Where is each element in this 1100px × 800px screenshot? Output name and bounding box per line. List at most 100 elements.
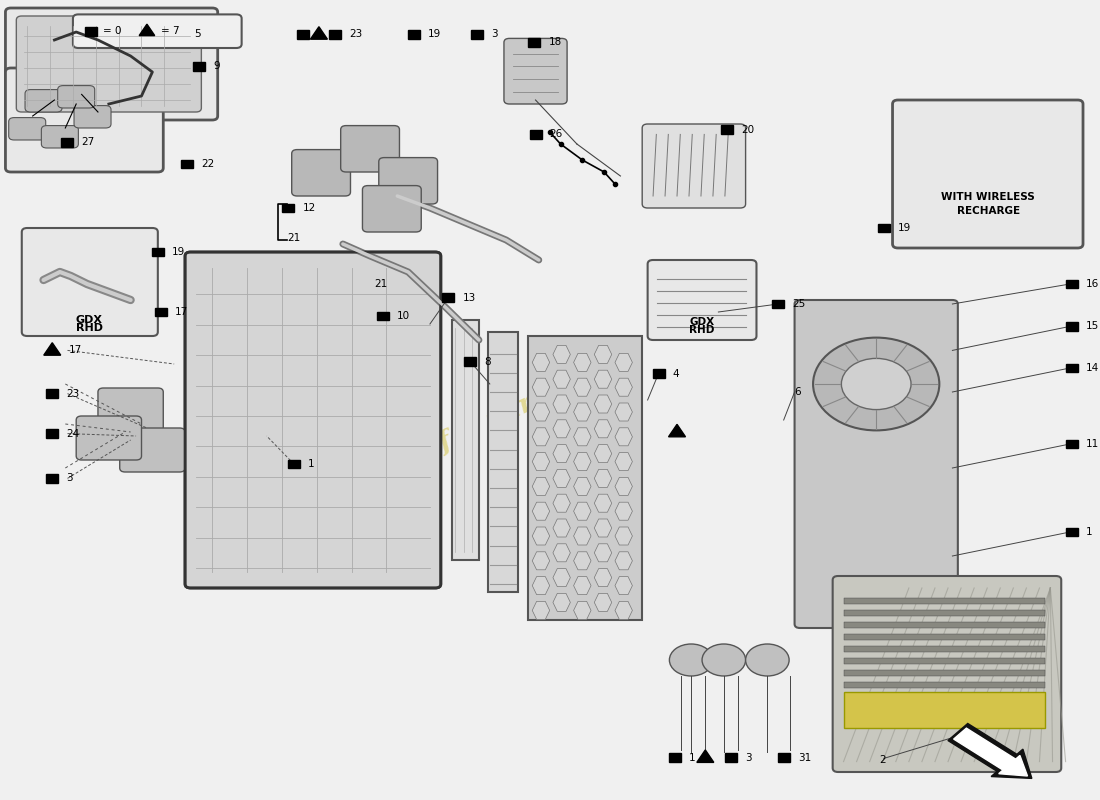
Polygon shape	[696, 750, 714, 762]
Polygon shape	[615, 378, 632, 396]
Bar	[152, 247, 164, 256]
Bar	[1066, 363, 1078, 372]
Text: 1: 1	[689, 753, 695, 762]
Text: 27: 27	[81, 138, 95, 147]
Text: = 0: = 0	[103, 26, 122, 36]
Circle shape	[813, 338, 939, 430]
Text: 10: 10	[397, 311, 410, 321]
Bar	[471, 30, 483, 38]
Polygon shape	[615, 354, 632, 371]
Text: 20: 20	[741, 125, 755, 134]
Text: 17: 17	[175, 307, 188, 317]
FancyArrow shape	[954, 728, 1027, 776]
Polygon shape	[594, 370, 612, 388]
Text: 17: 17	[68, 346, 81, 355]
Bar	[442, 293, 454, 302]
FancyBboxPatch shape	[6, 8, 218, 120]
Polygon shape	[553, 544, 571, 562]
FancyBboxPatch shape	[25, 90, 62, 112]
Polygon shape	[615, 453, 632, 470]
Polygon shape	[553, 395, 571, 413]
Bar	[844, 646, 1045, 652]
Bar	[452, 320, 478, 560]
Polygon shape	[573, 403, 591, 421]
Polygon shape	[553, 445, 571, 462]
Bar	[844, 634, 1045, 640]
Polygon shape	[594, 445, 612, 462]
Bar	[528, 38, 540, 46]
Polygon shape	[573, 502, 591, 520]
FancyBboxPatch shape	[185, 252, 441, 588]
Polygon shape	[573, 478, 591, 495]
Bar	[408, 30, 419, 38]
FancyBboxPatch shape	[292, 150, 351, 196]
FancyBboxPatch shape	[73, 14, 242, 48]
Bar	[844, 610, 1045, 616]
FancyBboxPatch shape	[504, 38, 568, 104]
Bar	[297, 30, 309, 38]
Polygon shape	[615, 552, 632, 570]
Polygon shape	[553, 420, 571, 438]
Bar	[844, 598, 1045, 604]
Polygon shape	[532, 378, 550, 396]
Polygon shape	[532, 552, 550, 570]
Circle shape	[842, 358, 911, 410]
Text: 3: 3	[491, 30, 497, 39]
Bar	[652, 369, 664, 378]
Text: 21: 21	[374, 279, 387, 289]
Polygon shape	[573, 354, 591, 371]
Bar	[46, 389, 58, 398]
Text: 31: 31	[798, 753, 811, 762]
Polygon shape	[615, 428, 632, 446]
FancyBboxPatch shape	[363, 186, 421, 232]
FancyBboxPatch shape	[42, 126, 78, 148]
Text: 1: 1	[308, 459, 315, 469]
Text: 1: 1	[1087, 527, 1093, 537]
Polygon shape	[573, 428, 591, 446]
Text: 26: 26	[550, 130, 563, 139]
FancyBboxPatch shape	[648, 260, 757, 340]
FancyBboxPatch shape	[9, 118, 46, 140]
Text: 16: 16	[1087, 279, 1100, 289]
FancyBboxPatch shape	[378, 158, 438, 204]
Text: 25: 25	[792, 299, 805, 309]
Polygon shape	[594, 395, 612, 413]
Bar	[1066, 279, 1078, 288]
Bar	[464, 357, 476, 366]
Bar	[155, 307, 167, 316]
FancyBboxPatch shape	[341, 126, 399, 172]
Bar	[844, 692, 1045, 728]
Polygon shape	[553, 569, 571, 586]
Text: 19: 19	[428, 30, 441, 39]
Polygon shape	[615, 527, 632, 545]
Bar	[528, 336, 642, 620]
Polygon shape	[615, 602, 632, 619]
Text: a passion for parts shop: a passion for parts shop	[301, 346, 635, 518]
Circle shape	[702, 644, 746, 676]
Text: = 7: = 7	[161, 26, 179, 36]
Text: 19: 19	[898, 223, 911, 233]
Polygon shape	[594, 519, 612, 537]
Polygon shape	[615, 577, 632, 594]
FancyBboxPatch shape	[22, 228, 157, 336]
Text: 12: 12	[302, 203, 316, 213]
Bar	[329, 30, 341, 38]
FancyBboxPatch shape	[76, 416, 142, 460]
Polygon shape	[553, 346, 571, 363]
Text: WITH WIRELESS
RECHARGE: WITH WIRELESS RECHARGE	[942, 192, 1035, 215]
Polygon shape	[594, 494, 612, 512]
Text: 13: 13	[463, 293, 476, 302]
Bar	[844, 670, 1045, 676]
Polygon shape	[44, 342, 60, 355]
Polygon shape	[553, 519, 571, 537]
Polygon shape	[615, 478, 632, 495]
Text: 5: 5	[194, 30, 200, 39]
Text: 3: 3	[746, 753, 752, 762]
Polygon shape	[573, 527, 591, 545]
FancyBboxPatch shape	[6, 68, 163, 172]
Text: 19: 19	[172, 247, 185, 257]
FancyBboxPatch shape	[98, 388, 163, 432]
Text: 2: 2	[880, 755, 887, 765]
Polygon shape	[615, 403, 632, 421]
FancyBboxPatch shape	[74, 106, 111, 128]
